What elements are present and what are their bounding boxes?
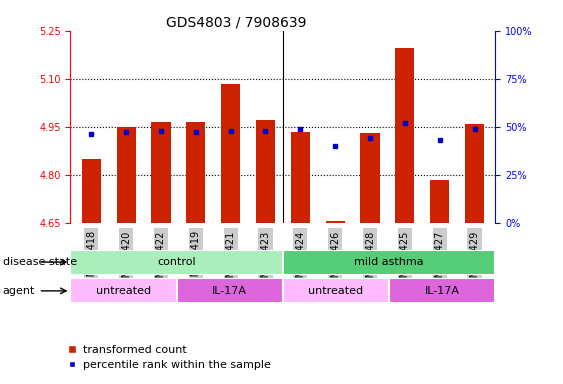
Legend: transformed count, percentile rank within the sample: transformed count, percentile rank withi… — [62, 340, 275, 375]
Bar — [325, 221, 345, 223]
Bar — [186, 122, 205, 223]
Bar — [177, 278, 283, 303]
Text: agent: agent — [3, 286, 35, 296]
Text: IL-17A: IL-17A — [212, 286, 247, 296]
Bar — [465, 124, 484, 223]
Text: disease state: disease state — [3, 257, 77, 267]
Bar — [221, 84, 240, 223]
Bar — [151, 122, 171, 223]
Bar — [70, 250, 283, 275]
Bar — [291, 132, 310, 223]
Bar — [395, 48, 414, 223]
Text: control: control — [157, 257, 196, 267]
Text: untreated: untreated — [309, 286, 364, 296]
Text: GDS4803 / 7908639: GDS4803 / 7908639 — [166, 15, 307, 29]
Bar — [256, 120, 275, 223]
Text: IL-17A: IL-17A — [425, 286, 460, 296]
Bar — [117, 127, 136, 223]
Bar — [360, 133, 379, 223]
Bar — [82, 159, 101, 223]
Bar — [389, 278, 495, 303]
Bar — [283, 250, 495, 275]
Text: mild asthma: mild asthma — [354, 257, 424, 267]
Bar — [430, 180, 449, 223]
Bar — [70, 278, 177, 303]
Bar — [283, 278, 389, 303]
Text: untreated: untreated — [96, 286, 151, 296]
